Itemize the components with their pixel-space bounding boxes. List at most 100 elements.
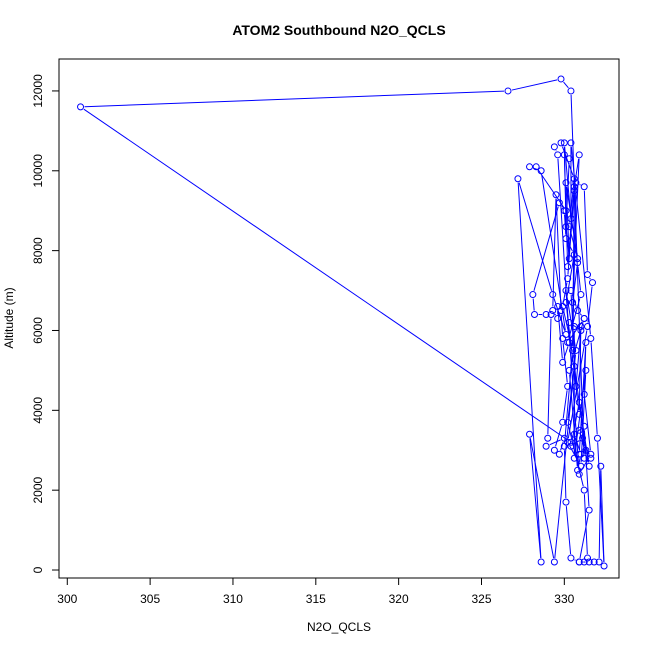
data-point bbox=[560, 434, 568, 442]
x-tick-label: 315 bbox=[306, 592, 326, 606]
data-point bbox=[575, 426, 583, 434]
data-point bbox=[582, 366, 590, 374]
data-point bbox=[565, 223, 573, 231]
data-point bbox=[569, 299, 577, 307]
series-line-segment bbox=[597, 442, 605, 563]
x-tick-label: 310 bbox=[223, 592, 243, 606]
data-point bbox=[572, 382, 580, 390]
data-point bbox=[567, 438, 575, 446]
data-point bbox=[552, 191, 560, 199]
data-point bbox=[537, 558, 545, 566]
data-point bbox=[584, 322, 592, 330]
series-line-segment bbox=[533, 206, 559, 291]
data-point bbox=[570, 454, 578, 462]
series-line-segment bbox=[564, 214, 570, 255]
series-line-segment bbox=[567, 330, 588, 439]
series-line-segment bbox=[518, 182, 553, 291]
series-line-segment bbox=[565, 506, 572, 555]
data-point bbox=[572, 346, 580, 354]
series-line-segment bbox=[564, 354, 573, 443]
series-line-segment bbox=[565, 186, 570, 255]
data-point bbox=[531, 311, 539, 319]
data-point bbox=[562, 179, 570, 187]
data-point bbox=[564, 418, 572, 426]
data-point bbox=[550, 558, 558, 566]
series-line-segment bbox=[554, 354, 577, 559]
y-tick-label: 4000 bbox=[31, 397, 45, 424]
data-point bbox=[532, 163, 540, 171]
series-line-segment bbox=[555, 198, 562, 307]
data-point bbox=[577, 322, 585, 330]
data-point bbox=[570, 322, 578, 330]
chart-title: ATOM2 Southbound N2O_QCLS bbox=[232, 22, 445, 38]
series-line-segment bbox=[569, 445, 580, 463]
plot-frame bbox=[58, 58, 620, 579]
data-point bbox=[567, 87, 575, 95]
series-line-segment bbox=[562, 390, 568, 419]
series-line-segment bbox=[579, 313, 583, 316]
data-point bbox=[504, 87, 512, 95]
x-tick-label: 305 bbox=[140, 592, 160, 606]
data-point bbox=[567, 287, 575, 295]
x-tick-label: 320 bbox=[389, 592, 409, 606]
data-point bbox=[562, 207, 570, 215]
data-point bbox=[577, 462, 585, 470]
data-point bbox=[584, 271, 592, 279]
series-line-segment bbox=[529, 438, 542, 559]
data-point bbox=[542, 442, 550, 450]
series-line-segment bbox=[568, 298, 581, 339]
data-point bbox=[588, 279, 596, 287]
series-line-segment bbox=[569, 374, 578, 467]
y-tick-label: 2000 bbox=[31, 476, 45, 503]
series-line-segment bbox=[517, 182, 542, 559]
series-line-segment bbox=[560, 314, 563, 335]
data-point bbox=[580, 183, 588, 191]
series-line-segment bbox=[529, 438, 555, 559]
data-point bbox=[575, 470, 583, 478]
series-line-segment bbox=[511, 79, 558, 91]
data-point bbox=[550, 143, 558, 151]
data-point bbox=[570, 175, 578, 183]
data-point bbox=[565, 255, 573, 263]
data-point bbox=[559, 358, 567, 366]
data-point bbox=[570, 183, 578, 191]
data-point bbox=[564, 275, 572, 283]
data-point bbox=[550, 446, 558, 454]
data-point bbox=[585, 462, 593, 470]
data-point bbox=[590, 558, 598, 566]
y-tick-label: 6000 bbox=[31, 317, 45, 344]
data-point bbox=[587, 334, 595, 342]
series-line-segment bbox=[589, 277, 591, 280]
series-line-segment bbox=[584, 398, 591, 451]
series-line-segment bbox=[566, 294, 576, 347]
data-point bbox=[580, 558, 588, 566]
data-point bbox=[565, 155, 573, 163]
data-point bbox=[542, 311, 550, 319]
data-point bbox=[562, 287, 570, 295]
series-line-segment bbox=[571, 294, 577, 307]
data-point bbox=[537, 167, 545, 175]
data-point bbox=[580, 315, 588, 322]
data-point bbox=[595, 558, 603, 566]
data-point bbox=[526, 430, 534, 438]
data-point bbox=[562, 299, 570, 307]
x-tick-label: 300 bbox=[57, 592, 77, 606]
data-point bbox=[582, 338, 590, 346]
series-line-segment bbox=[541, 174, 566, 331]
data-point bbox=[567, 215, 575, 223]
data-point bbox=[567, 139, 575, 147]
series-line-segment bbox=[83, 108, 568, 441]
data-point bbox=[555, 199, 563, 207]
data-point bbox=[580, 390, 588, 398]
series-line-segment bbox=[569, 230, 578, 255]
data-point bbox=[554, 315, 562, 322]
data-point bbox=[544, 434, 552, 442]
series-line-segment bbox=[554, 313, 557, 316]
data-point bbox=[559, 418, 567, 426]
series-line-segment bbox=[562, 282, 568, 303]
series-line-segment bbox=[557, 310, 563, 359]
data-point bbox=[557, 139, 565, 147]
data-point bbox=[529, 291, 537, 299]
data-point bbox=[562, 223, 570, 231]
